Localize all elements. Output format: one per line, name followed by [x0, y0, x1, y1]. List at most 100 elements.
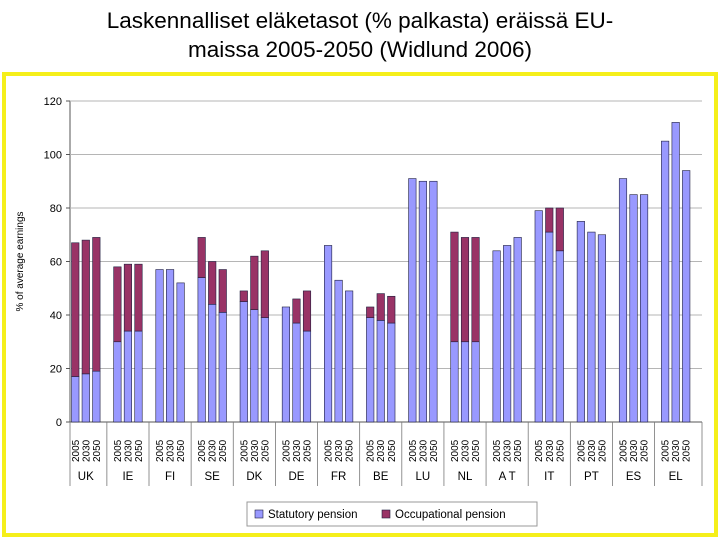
bar-occupational — [260, 250, 269, 318]
bar-occupational — [387, 295, 396, 324]
y-axis-label: % of average earnings — [15, 211, 26, 311]
x-year-label: 2050 — [429, 439, 440, 462]
x-country-label: DK — [246, 471, 262, 483]
bar-occupational — [239, 290, 248, 302]
x-year-label: 2005 — [576, 439, 587, 462]
bar-statutory — [597, 234, 606, 423]
x-country-label: FR — [331, 471, 346, 483]
bar-statutory — [408, 178, 417, 423]
x-year-label: 2050 — [640, 439, 651, 462]
bar-occupational — [302, 290, 312, 332]
bar-occupational — [123, 263, 132, 332]
bar-statutory — [166, 269, 175, 423]
bar-statutory — [113, 341, 122, 423]
x-year-label: 2050 — [471, 439, 482, 462]
x-year-label: 2050 — [218, 439, 229, 462]
bar-statutory — [366, 317, 375, 423]
x-year-label: 2030 — [418, 439, 429, 462]
bar-occupational — [113, 266, 122, 343]
x-country-label: DE — [288, 471, 304, 483]
bar-statutory — [387, 322, 396, 423]
y-tick-label: 120 — [44, 96, 62, 108]
x-year-label: 2005 — [281, 439, 292, 462]
legend-label-statutory: Statutory pension — [268, 509, 358, 521]
bar-occupational — [134, 263, 143, 332]
y-tick-label: 100 — [44, 150, 62, 162]
y-tick-label: 60 — [50, 257, 62, 269]
bar-statutory — [640, 194, 649, 423]
x-year-label: 2030 — [123, 439, 134, 462]
x-year-label: 2005 — [239, 439, 250, 462]
bar-occupational — [366, 306, 375, 318]
bar-statutory — [503, 245, 512, 423]
x-country-label: EL — [669, 471, 684, 483]
legend-swatch-occupational — [381, 509, 391, 519]
x-country-label: FI — [165, 471, 175, 483]
legend-swatch-statutory — [254, 509, 264, 519]
bar-occupational — [376, 293, 385, 321]
x-year-label: 2005 — [113, 439, 124, 462]
x-year-label: 2050 — [260, 439, 271, 462]
x-year-label: 2030 — [334, 439, 345, 462]
x-country-label: IE — [122, 471, 133, 483]
x-country-label: LU — [416, 471, 431, 483]
bar-statutory — [429, 180, 438, 423]
bar-statutory — [513, 237, 522, 423]
bar-statutory — [471, 341, 480, 423]
x-year-label: 2050 — [597, 439, 608, 462]
x-year-label: 2030 — [376, 439, 387, 462]
x-year-label: 2030 — [545, 439, 556, 462]
x-year-label: 2005 — [619, 439, 630, 462]
x-country-label: A T — [499, 471, 516, 483]
chart-title: Laskennalliset eläketasot (% palkasta) e… — [0, 6, 720, 64]
x-year-label: 2050 — [176, 439, 187, 462]
bar-statutory — [197, 277, 206, 423]
x-year-label: 2005 — [408, 439, 419, 462]
y-tick-label: 0 — [56, 417, 62, 429]
x-year-label: 2050 — [513, 439, 524, 462]
bar-statutory — [81, 373, 90, 423]
x-country-label: UK — [78, 471, 94, 483]
x-year-label: 2005 — [324, 439, 335, 462]
x-year-label: 2050 — [92, 439, 103, 462]
bar-statutory — [134, 330, 143, 423]
bar-statutory — [618, 178, 628, 423]
x-year-label: 2050 — [387, 439, 398, 462]
x-year-label: 2050 — [682, 439, 693, 462]
bar-occupational — [450, 231, 459, 343]
bar-statutory — [218, 312, 227, 423]
x-year-label: 2005 — [534, 439, 545, 462]
bar-occupational — [218, 269, 227, 313]
x-year-label: 2050 — [303, 439, 314, 462]
bar-statutory — [260, 317, 269, 423]
bar-occupational — [292, 298, 301, 324]
x-year-label: 2050 — [345, 439, 356, 462]
x-year-label: 2005 — [492, 439, 503, 462]
chart-title-line-2: maissa 2005-2050 (Widlund 2006) — [188, 37, 532, 62]
y-tick-label: 80 — [50, 203, 62, 215]
bar-statutory — [492, 250, 501, 423]
x-year-label: 2030 — [461, 439, 472, 462]
bar-statutory — [302, 330, 312, 423]
x-country-label: SE — [205, 471, 221, 483]
x-year-label: 2030 — [503, 439, 514, 462]
bar-statutory — [292, 322, 301, 423]
x-year-label: 2030 — [292, 439, 303, 462]
bar-statutory — [155, 269, 164, 423]
bar-statutory — [576, 221, 585, 423]
x-year-label: 2030 — [81, 439, 92, 462]
bar-statutory — [250, 309, 259, 423]
legend-box — [246, 501, 538, 527]
bar-statutory — [334, 279, 343, 423]
bar-occupational — [460, 237, 470, 343]
bar-statutory — [376, 320, 385, 423]
bar-occupational — [471, 237, 480, 343]
y-tick-label: 40 — [50, 310, 62, 322]
bar-occupational — [71, 242, 80, 377]
x-year-label: 2005 — [450, 439, 461, 462]
x-country-label: ES — [626, 471, 642, 483]
bar-statutory — [460, 341, 470, 423]
x-year-label: 2030 — [166, 439, 177, 462]
x-year-label: 2030 — [671, 439, 682, 462]
